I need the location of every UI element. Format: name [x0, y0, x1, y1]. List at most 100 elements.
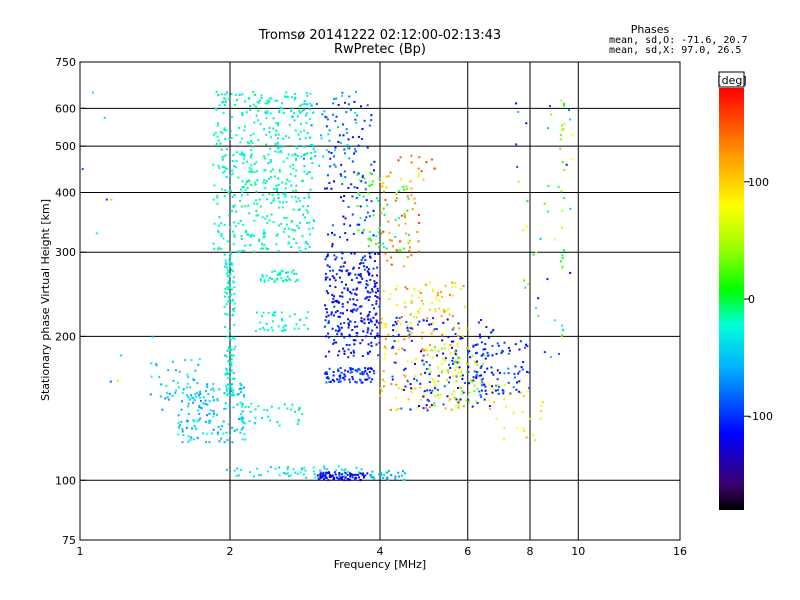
data-point: [447, 308, 450, 311]
data-point: [274, 143, 277, 146]
data-point: [433, 381, 436, 384]
data-point: [282, 192, 285, 195]
data-point: [324, 319, 327, 322]
data-point: [286, 275, 289, 278]
data-point: [311, 144, 314, 147]
data-point: [349, 108, 352, 111]
data-point: [376, 287, 379, 290]
data-point: [282, 137, 285, 140]
data-point: [485, 393, 488, 395]
data-point: [275, 188, 278, 191]
data-point: [322, 155, 325, 158]
data-point: [382, 242, 385, 245]
data-point: [443, 310, 446, 313]
data-point: [283, 95, 286, 98]
data-point: [227, 383, 230, 386]
data-point: [241, 93, 244, 96]
data-point: [294, 280, 297, 283]
data-point: [476, 363, 479, 366]
data-point: [350, 292, 353, 295]
data-point: [295, 273, 298, 275]
data-point: [354, 147, 356, 150]
data-point: [326, 174, 329, 177]
data-point: [213, 389, 216, 392]
data-point: [187, 435, 190, 438]
data-point: [284, 195, 287, 198]
data-point: [347, 348, 350, 351]
data-point: [229, 329, 232, 332]
data-point: [397, 333, 400, 336]
data-point: [327, 336, 330, 339]
data-point: [408, 336, 411, 339]
data-point: [392, 245, 395, 248]
data-point: [370, 476, 373, 479]
data-point: [529, 417, 532, 420]
data-point: [329, 165, 332, 168]
data-point: [410, 326, 413, 329]
data-point: [422, 302, 425, 305]
data-point: [403, 213, 406, 215]
data-point: [284, 194, 287, 196]
data-point: [273, 187, 276, 190]
data-point: [358, 223, 361, 226]
data-point: [209, 409, 212, 412]
data-point: [418, 405, 420, 407]
x-tick-label: 8: [527, 545, 534, 558]
data-point: [344, 468, 347, 471]
data-point: [327, 320, 330, 323]
data-point: [302, 473, 305, 476]
data-point: [165, 384, 168, 387]
data-point: [278, 466, 281, 469]
data-point: [271, 314, 274, 316]
data-point: [343, 378, 346, 381]
data-point: [448, 381, 450, 384]
data-point: [452, 362, 455, 365]
data-point: [332, 378, 334, 381]
data-point: [226, 335, 229, 338]
data-point: [449, 398, 452, 401]
data-point: [502, 392, 505, 395]
data-point: [407, 242, 410, 245]
data-point: [327, 332, 330, 335]
data-point: [338, 474, 341, 477]
data-point: [373, 169, 375, 172]
data-point: [366, 296, 369, 299]
data-point: [385, 186, 388, 189]
data-point: [277, 250, 280, 253]
data-point: [520, 366, 523, 369]
data-point: [461, 378, 464, 380]
data-point: [457, 401, 460, 404]
data-point: [454, 333, 457, 335]
data-point: [250, 183, 253, 186]
y-axis-label: Stationary phase Virtual Height [km]: [39, 199, 52, 401]
data-point: [375, 235, 378, 238]
data-point: [252, 132, 255, 135]
data-point: [232, 310, 235, 312]
data-point: [450, 408, 453, 411]
data-point: [427, 367, 430, 370]
data-point: [391, 346, 394, 349]
data-point: [382, 370, 385, 373]
data-point: [328, 265, 331, 268]
data-point: [302, 205, 305, 208]
data-point: [232, 336, 234, 339]
data-point: [404, 216, 406, 219]
data-point: [312, 470, 315, 473]
data-point: [220, 437, 223, 440]
data-point: [199, 406, 202, 409]
data-point: [347, 187, 350, 189]
data-point: [410, 299, 413, 302]
data-point: [519, 340, 522, 343]
data-point: [233, 235, 236, 238]
data-point: [343, 262, 346, 264]
data-point: [281, 318, 283, 320]
data-point: [482, 353, 485, 356]
data-point: [559, 134, 562, 137]
data-point: [228, 387, 231, 390]
data-point: [409, 383, 412, 386]
data-point: [155, 363, 158, 366]
data-point: [362, 372, 365, 375]
data-point: [441, 358, 444, 361]
data-point: [420, 299, 423, 302]
